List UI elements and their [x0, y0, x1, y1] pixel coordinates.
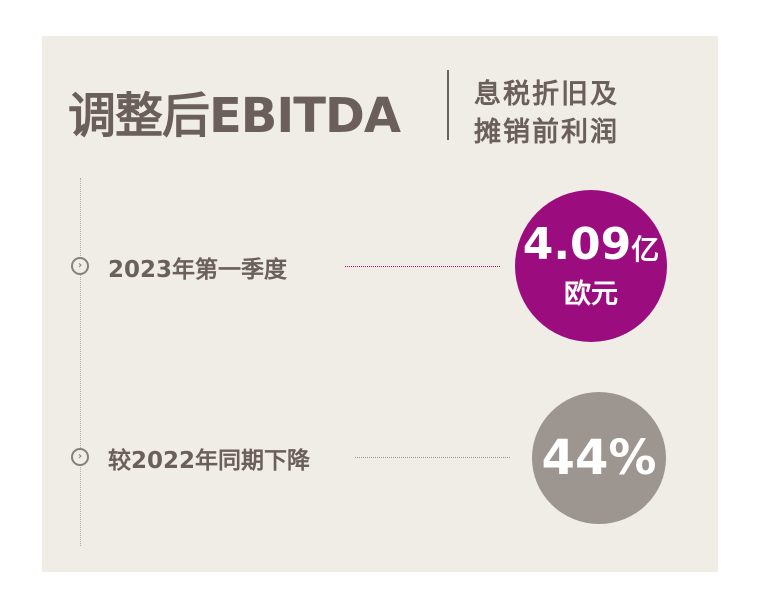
decline-value: 44%: [541, 430, 657, 486]
ebitda-currency: 欧元: [564, 278, 618, 310]
title-divider: [447, 70, 449, 140]
row-label-yoy-change: 较2022年同期下降: [108, 448, 311, 474]
connector-line: [345, 266, 500, 267]
row-label-q1-2023: 2023年第一季度: [108, 257, 288, 283]
value-circle-decline: 44%: [532, 392, 666, 524]
chevron-right-icon: ›: [71, 257, 89, 275]
chevron-right-icon: ›: [71, 448, 89, 466]
ebitda-value: 4.09: [522, 218, 632, 270]
subtitle-line-2: 摊销前利润: [474, 117, 619, 148]
subtitle-line-1: 息税折旧及: [474, 79, 619, 110]
ebitda-card: 调整后EBITDA 息税折旧及 摊销前利润 › 2023年第一季度 4.09亿 …: [42, 36, 718, 572]
value-circle-ebitda: 4.09亿 欧元: [515, 190, 667, 342]
ebitda-unit: 亿: [631, 232, 660, 266]
timeline-line: [80, 178, 81, 546]
connector-line: [355, 457, 510, 458]
page-title: 调整后EBITDA: [68, 88, 401, 144]
